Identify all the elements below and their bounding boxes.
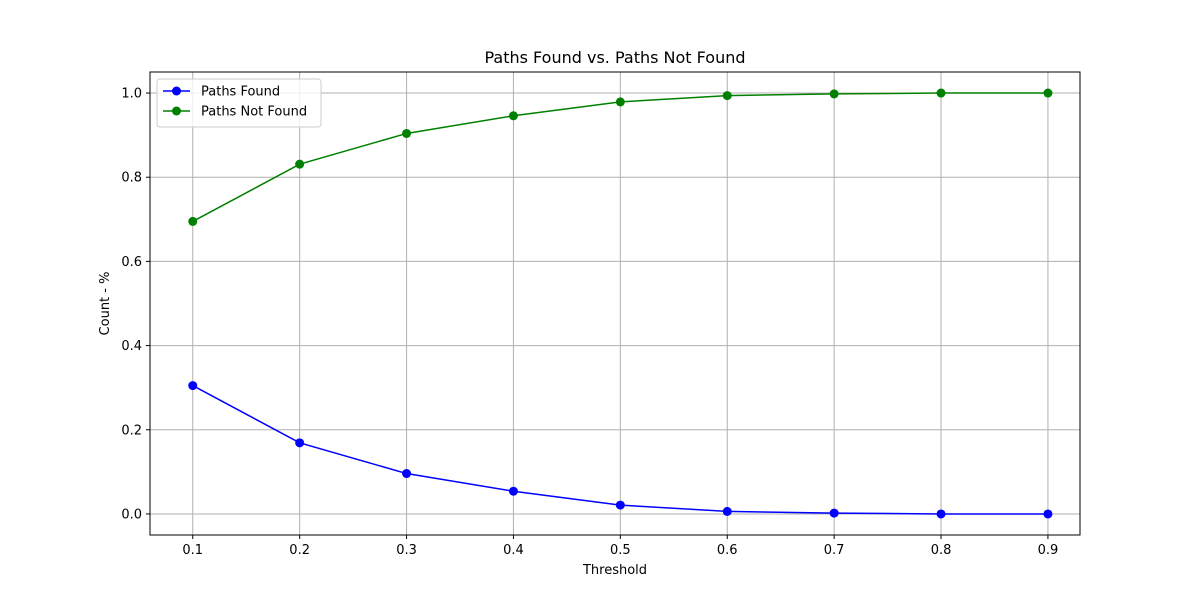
- x-axis-label: Threshold: [582, 563, 647, 578]
- data-point-paths-not-found: [188, 216, 198, 226]
- legend-label-paths-found: Paths Found: [201, 85, 280, 100]
- data-point-paths-found: [829, 508, 839, 518]
- data-point-paths-found: [402, 469, 412, 479]
- x-tick-label: 0.5: [610, 543, 631, 558]
- data-point-paths-found: [615, 500, 625, 510]
- data-point-paths-found: [722, 506, 732, 516]
- x-tick-label: 0.1: [182, 543, 203, 558]
- legend-marker-paths-found: [172, 86, 181, 96]
- data-point-paths-not-found: [722, 91, 732, 101]
- y-tick-label: 0.0: [121, 507, 142, 522]
- plot-area: [149, 71, 1081, 536]
- x-tick-label: 0.4: [503, 543, 524, 558]
- data-point-paths-found: [508, 486, 518, 496]
- x-tick-label: 0.6: [717, 543, 738, 558]
- y-tick-label: 1.0: [121, 87, 142, 102]
- x-tick-label: 0.3: [396, 543, 417, 558]
- x-tick-label: 0.2: [289, 543, 310, 558]
- y-tick-label: 0.2: [121, 423, 142, 438]
- data-point-paths-not-found: [295, 159, 305, 169]
- x-tick-label: 0.7: [824, 543, 845, 558]
- y-tick-label: 0.6: [121, 255, 142, 270]
- data-point-paths-not-found: [402, 128, 412, 138]
- x-axis-ticks: 0.1 0.2 0.3 0.4 0.5 0.6 0.7 0.8 0.9: [182, 535, 1058, 558]
- data-point-paths-found: [1043, 509, 1053, 519]
- data-point-paths-not-found: [936, 88, 946, 98]
- data-point-paths-found: [295, 438, 305, 448]
- series: [188, 88, 1053, 519]
- y-axis-ticks: 0.0 0.2 0.4 0.6 0.8 1.0: [121, 87, 150, 522]
- legend: Paths Found Paths Not Found: [156, 78, 322, 128]
- data-point-paths-not-found: [615, 97, 625, 107]
- legend-box: [156, 78, 322, 128]
- y-tick-label: 0.8: [121, 171, 142, 186]
- x-tick-label: 0.9: [1038, 543, 1059, 558]
- data-point-paths-not-found: [1043, 88, 1053, 98]
- data-point-paths-found: [936, 509, 946, 519]
- chart-title: Paths Found vs. Paths Not Found: [484, 48, 745, 67]
- legend-label-paths-not-found: Paths Not Found: [201, 105, 307, 120]
- y-axis-label: Count - %: [98, 272, 113, 336]
- data-point-paths-not-found: [829, 89, 839, 99]
- legend-marker-paths-not-found: [172, 106, 181, 116]
- y-tick-label: 0.4: [121, 339, 142, 354]
- x-tick-label: 0.8: [931, 543, 952, 558]
- data-point-paths-found: [188, 381, 198, 391]
- data-point-paths-not-found: [508, 111, 518, 121]
